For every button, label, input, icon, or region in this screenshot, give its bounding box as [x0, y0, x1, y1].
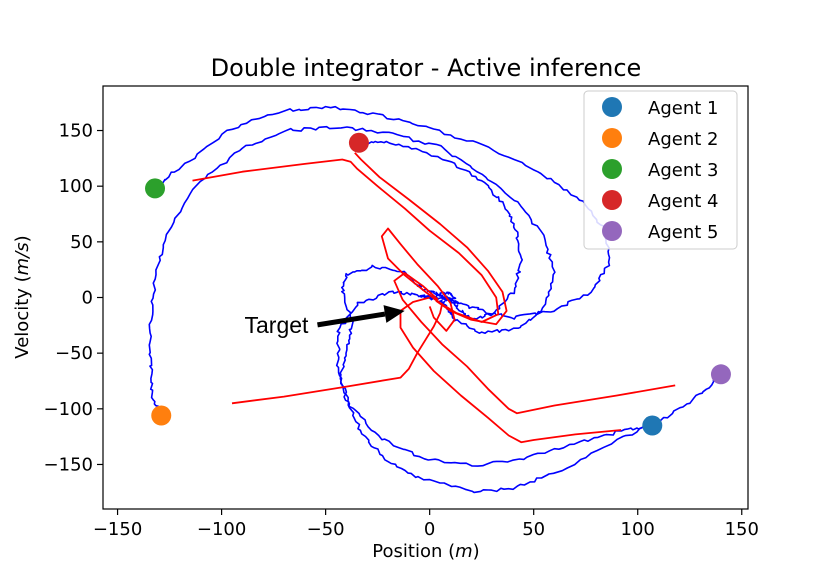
y-axis: −150 −100 −50 0 50 100 150: [44, 121, 103, 475]
legend-label-agent-5: Agent 5: [648, 222, 718, 243]
x-tick-label: 100: [621, 519, 655, 540]
legend-frame: [583, 90, 738, 250]
chart-title: Double integrator - Active inference: [211, 54, 642, 82]
legend-label-agent-3: Agent 3: [648, 160, 718, 181]
x-tick-label: −100: [197, 519, 246, 540]
agents-layer: [145, 132, 731, 436]
red-trajectory: [354, 152, 508, 326]
y-tick-label: 150: [59, 121, 93, 142]
legend-marker-agent-2: [602, 128, 622, 148]
legend-marker-agent-5: [602, 221, 622, 241]
legend-label-agent-1: Agent 1: [648, 98, 718, 119]
plot-area: Target: [102, 85, 749, 510]
agent-4-marker: [348, 132, 369, 153]
target-arrow: [317, 311, 386, 328]
agent-5-marker: [710, 364, 731, 385]
red-trajectory: [393, 272, 676, 415]
y-tick-label: 100: [59, 176, 93, 197]
target-annotation: Target: [245, 312, 310, 338]
series-layer: [148, 105, 722, 494]
blue-trajectory: [339, 264, 653, 467]
legend-marker-agent-3: [602, 159, 622, 179]
legend-label-agent-2: Agent 2: [648, 129, 718, 150]
blue-trajectory: [148, 125, 556, 416]
x-tick-label: 0: [424, 519, 435, 540]
agent-3-marker: [145, 178, 166, 199]
x-axis-label: Position (m): [372, 541, 479, 562]
legend-marker-agent-1: [602, 97, 622, 117]
y-tick-label: −50: [55, 343, 93, 364]
agent-2-marker: [151, 405, 172, 426]
legend-label-agent-4: Agent 4: [648, 191, 718, 212]
x-axis: −150 −100 −50 0 50 100 150: [93, 509, 759, 540]
y-tick-label: −100: [44, 399, 93, 420]
y-tick-label: 50: [70, 232, 93, 253]
y-tick-label: 0: [82, 288, 93, 309]
red-trajectory: [231, 297, 443, 405]
y-axis-label: Velocity (m/s): [12, 235, 33, 358]
target-arrow-head: [383, 305, 405, 323]
x-tick-label: −150: [93, 519, 142, 540]
x-tick-label: 150: [725, 519, 759, 540]
legend: Agent 1 Agent 2 Agent 3 Agent 4 Agent 5: [583, 90, 738, 250]
legend-items: Agent 1 Agent 2 Agent 3 Agent 4 Agent 5: [602, 97, 718, 243]
blue-trajectory: [335, 290, 722, 494]
x-tick-label: 50: [522, 519, 545, 540]
y-tick-label: −150: [44, 454, 93, 475]
legend-marker-agent-4: [602, 190, 622, 210]
annotation-layer: Target: [245, 305, 405, 338]
agent-1-marker: [642, 415, 663, 436]
x-tick-label: −50: [307, 519, 345, 540]
